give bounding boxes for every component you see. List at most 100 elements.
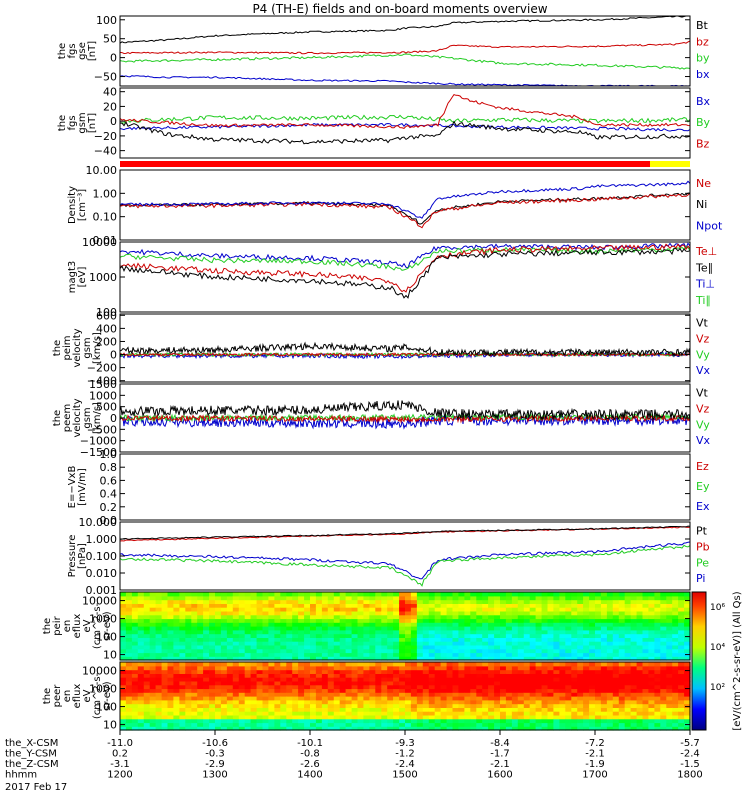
spectrogram-cell [357,699,364,705]
spectrogram-cell [274,699,281,705]
spectrogram-cell [559,633,566,638]
spectrogram-cell [476,692,483,697]
spectrogram-cell [422,599,430,604]
spectrogram-cell [232,699,240,705]
spectrogram-cell [666,692,673,697]
spectrogram-cell [203,648,210,654]
spectrogram-cell [559,641,566,646]
spectrogram-cell [600,692,608,697]
series-line-red [119,413,691,424]
spectrogram-cell [606,696,614,701]
spectrogram-cell [630,726,638,731]
spectrogram-cell [345,592,353,597]
spectrogram-cell [553,665,560,671]
spectrogram-cell [137,692,145,697]
spectrogram-cell [684,718,691,724]
spectrogram-cell [179,718,186,724]
spectrogram-cell [215,629,222,635]
spectrogram-cell [244,673,252,678]
spectrogram-cell [547,662,554,667]
spectrogram-cell [422,726,430,731]
spectrogram-cell [256,680,264,686]
spectrogram-cell [464,629,471,635]
spectrogram-cell [583,711,590,716]
spectrogram-cell [310,665,317,671]
spectrogram-cell [571,618,578,623]
spectrogram-cell [149,696,157,701]
spectrogram-cell [440,607,448,612]
spectrogram-cell [179,592,186,597]
spectrogram-cell [393,622,400,627]
spectrogram-cell [149,707,157,712]
spectrogram-cell [197,622,204,627]
spectrogram-cell [137,629,145,635]
spectrogram-cell [298,703,305,708]
series-line-blue [119,541,691,580]
spectrogram-cell [315,648,323,654]
spectrogram-cell [452,669,459,674]
spectrogram-cell [327,688,335,693]
y-tick-label: 100 [96,306,117,319]
spectrogram-cell [440,680,448,686]
spectrogram-cell [500,699,507,705]
spectrogram-cell [244,692,252,697]
spectrogram-cell [339,680,347,686]
spectrogram-cell [577,684,584,690]
spectrogram-cell [209,641,216,646]
spectrogram-cell [446,677,454,682]
spectrogram-cell [405,595,412,601]
spectrogram-cell [660,603,667,608]
spectrogram-cell [268,603,275,608]
spectrogram-cell [179,665,186,671]
spectrogram-cell [357,629,364,635]
spectrogram-cell [179,648,186,654]
spectrogram-cell [464,677,471,682]
spectrogram-cell [209,644,216,650]
spectrogram-cell [280,680,287,686]
spectrogram-cell [327,626,335,631]
spectrogram-cell [517,665,525,671]
spectrogram-cell [262,684,269,690]
spectrogram-cell [464,592,471,597]
spectrogram-cell [660,618,667,623]
spectrogram-cell [571,648,578,654]
spectrogram-cell [256,726,264,731]
spectrogram-cell [589,707,596,712]
spectrogram-cell [434,637,442,642]
spectrogram-cell [618,696,626,701]
spectrogram-cell [131,644,139,650]
spectrogram-cell [292,618,299,623]
spectrogram-cell [440,622,448,627]
spectrogram-cell [363,595,370,601]
y-tick-label: 10000 [82,236,117,249]
spectrogram-cell [595,595,602,601]
spectrogram-cell [428,614,436,620]
spectrogram-cell [547,592,554,597]
spectrogram-cell [333,595,341,601]
spectrogram-cell [428,595,436,601]
spectrogram-cell [215,714,222,720]
spectrogram-cell [678,665,685,671]
spectrogram-cell [220,614,228,620]
spectrogram-cell [488,644,495,650]
spectrogram-cell [203,680,210,686]
spectrogram-cell [268,703,275,708]
spectrogram-cell [333,644,341,650]
spectrogram-cell [203,656,210,661]
spectrogram-cell [642,595,649,601]
panel-frame [119,313,691,383]
spectrogram-cell [405,665,412,671]
spectrogram-cell [440,614,448,620]
spectrogram-cell [333,618,341,623]
spectrogram-cell [315,673,323,678]
spectrogram-cell [440,673,448,678]
spectrogram-cell [446,648,454,654]
spectrogram-cell [357,711,364,716]
spectrogram-cell [553,641,560,646]
spectrogram-cell [434,696,442,701]
spectrogram-cell [167,607,174,612]
spectrogram-cell [500,637,507,642]
spectrogram-cell [387,722,394,727]
spectrogram-cell [648,696,655,701]
spectrogram-cell [440,644,448,650]
